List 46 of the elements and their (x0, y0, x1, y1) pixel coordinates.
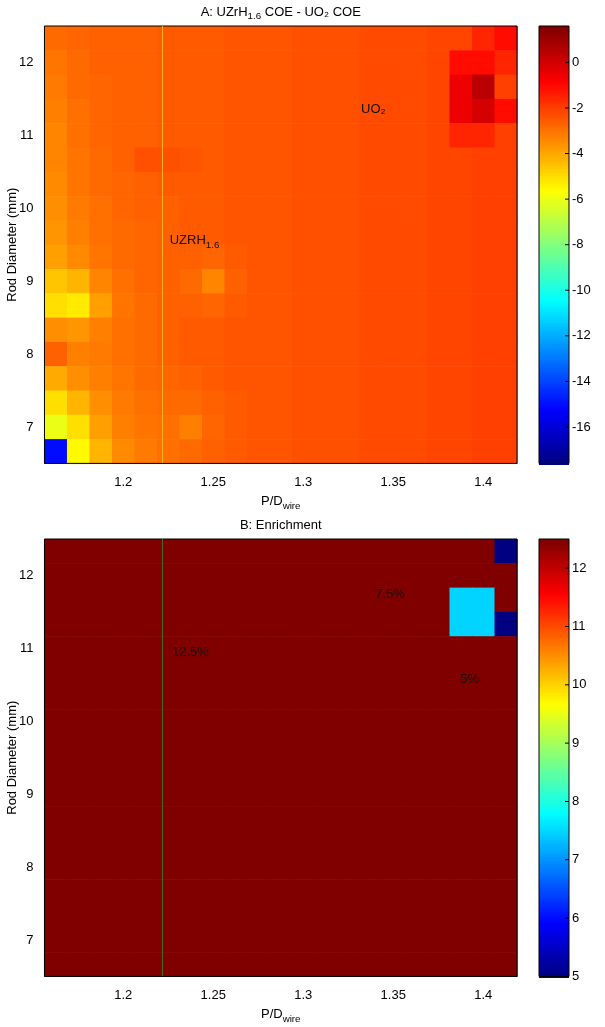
color-bar-label: 0 (572, 54, 580, 70)
color-bar-label: -14 (572, 372, 591, 388)
annotation: 5% (460, 670, 480, 686)
annotation: 7.5% (375, 586, 406, 602)
x-tick-label: 1.4 (474, 986, 493, 1002)
y-tick-label: 7 (26, 418, 34, 434)
y-axis-title: Rod Diameter (mm) (3, 700, 19, 815)
y-tick-label: 8 (26, 345, 34, 361)
color-bar-label: 6 (572, 909, 580, 925)
chart-title: B: Enrichment (239, 516, 322, 532)
x-tick-label: 1.2 (114, 986, 133, 1002)
y-tick-label: 7 (26, 931, 34, 947)
color-bar-label: -4 (572, 145, 584, 161)
y-tick-label: 10 (18, 199, 34, 215)
color-bar-label: 9 (572, 734, 580, 750)
color-bar-label: -8 (572, 236, 584, 252)
color-bar-label: -16 (572, 418, 591, 434)
x-tick-label: 1.35 (380, 473, 406, 489)
y-tick-label: 12 (18, 567, 34, 583)
color-bar-label: -10 (572, 281, 591, 297)
y-tick-label: 9 (26, 785, 34, 801)
y-tick-label: 8 (26, 858, 34, 874)
x-tick-label: 1.35 (380, 986, 406, 1002)
x-tick-label: 1.2 (114, 473, 133, 489)
color-bar-label: 8 (572, 793, 580, 809)
color-bar-label: -12 (572, 327, 591, 343)
x-tick-label: 1.3 (294, 473, 313, 489)
x-tick-label: 1.3 (294, 986, 313, 1002)
y-tick-label: 11 (19, 639, 34, 655)
y-tick-label: 11 (19, 126, 34, 142)
y-tick-label: 10 (18, 712, 34, 728)
color-bar-label: 5 (572, 967, 580, 983)
color-bar-label: 7 (572, 851, 580, 867)
color-bar-label: 12 (572, 559, 587, 575)
annotation: 12.5% (172, 644, 210, 660)
y-axis-title: Rod Diameter (mm) (3, 187, 19, 302)
y-tick-label: 12 (18, 54, 34, 70)
annotation: UO₂ (361, 100, 386, 116)
x-tick-label: 1.25 (200, 986, 226, 1002)
x-tick-label: 1.25 (200, 473, 226, 489)
color-bar-label: 11 (572, 618, 586, 634)
y-tick-label: 9 (26, 272, 34, 288)
color-bar-label: -2 (572, 99, 584, 115)
color-bar-label: -6 (572, 190, 584, 206)
x-tick-label: 1.4 (474, 473, 493, 489)
color-bar-label: 10 (572, 676, 587, 692)
